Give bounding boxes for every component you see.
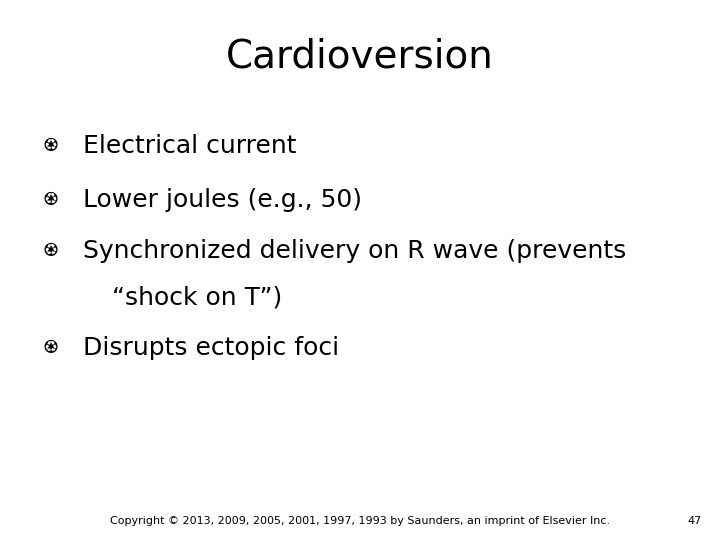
Text: Disrupts ectopic foci: Disrupts ectopic foci bbox=[83, 336, 339, 360]
Text: ♼: ♼ bbox=[42, 137, 58, 155]
Text: Electrical current: Electrical current bbox=[83, 134, 297, 158]
Text: ♼: ♼ bbox=[42, 242, 58, 260]
Text: 47: 47 bbox=[688, 516, 702, 526]
Text: ♼: ♼ bbox=[42, 191, 58, 209]
Text: Synchronized delivery on R wave (prevents: Synchronized delivery on R wave (prevent… bbox=[83, 239, 626, 263]
Text: Lower joules (e.g., 50): Lower joules (e.g., 50) bbox=[83, 188, 362, 212]
Text: “shock on T”): “shock on T”) bbox=[112, 285, 282, 309]
Text: Cardioversion: Cardioversion bbox=[226, 38, 494, 76]
Text: Copyright © 2013, 2009, 2005, 2001, 1997, 1993 by Saunders, an imprint of Elsevi: Copyright © 2013, 2009, 2005, 2001, 1997… bbox=[110, 516, 610, 526]
Text: ♼: ♼ bbox=[42, 339, 58, 357]
